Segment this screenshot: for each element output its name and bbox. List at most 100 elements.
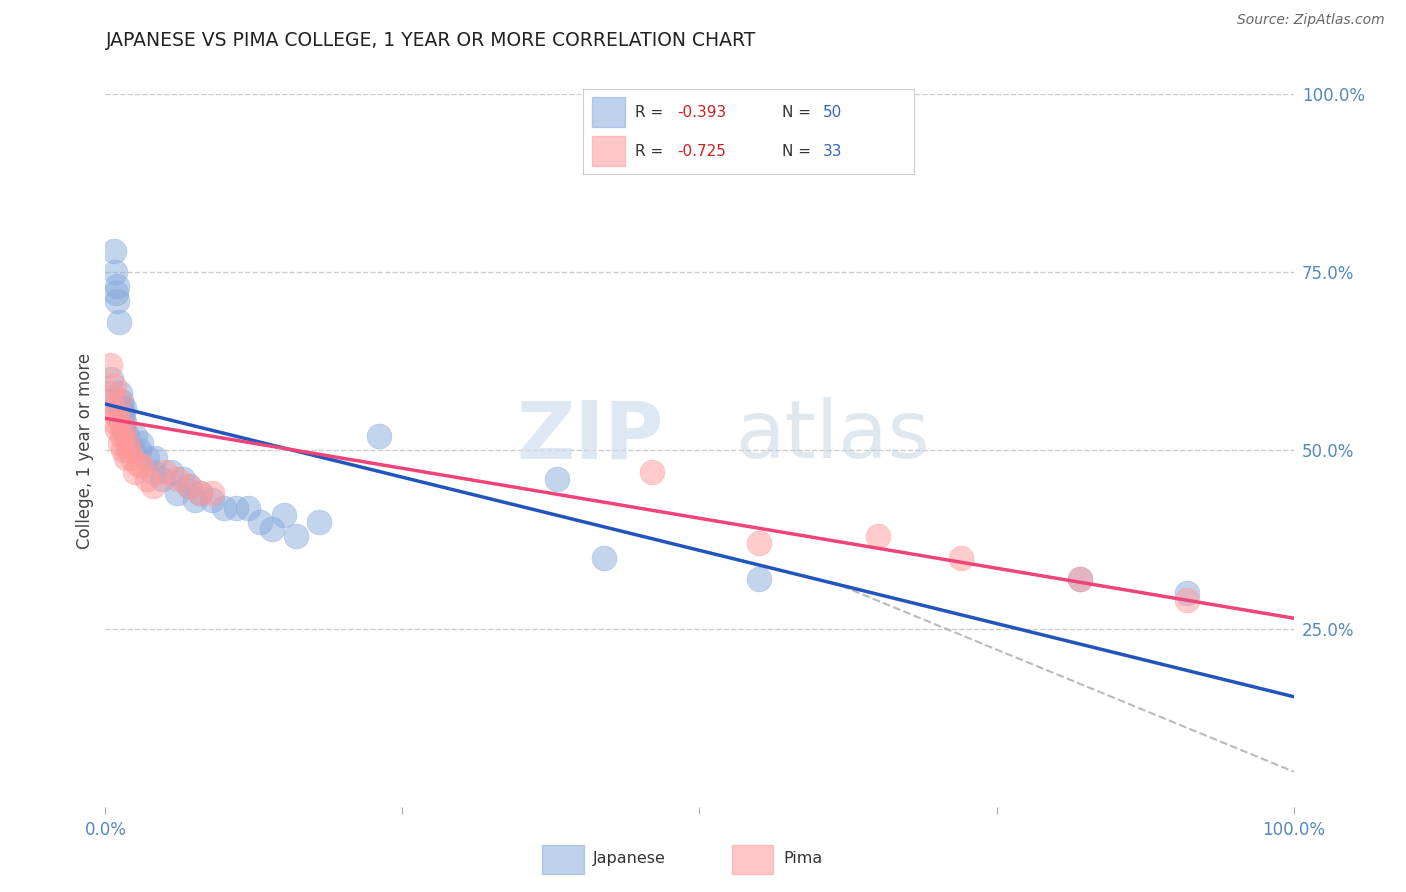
Text: R =: R = — [634, 104, 668, 120]
Point — [166, 472, 188, 486]
Text: -0.393: -0.393 — [678, 104, 727, 120]
Text: atlas: atlas — [735, 397, 929, 475]
Point — [108, 401, 131, 415]
Point — [121, 443, 143, 458]
Point — [273, 508, 295, 522]
Point — [190, 486, 212, 500]
Point — [1175, 593, 1198, 607]
Point — [105, 408, 128, 422]
Point — [114, 422, 136, 436]
Point — [142, 465, 165, 479]
Point — [177, 479, 200, 493]
Point — [118, 443, 141, 458]
Point — [641, 465, 664, 479]
Point — [108, 386, 131, 401]
Point — [112, 443, 135, 458]
Point — [100, 386, 122, 401]
Point — [128, 443, 150, 458]
Text: Source: ZipAtlas.com: Source: ZipAtlas.com — [1237, 13, 1385, 28]
Point — [249, 515, 271, 529]
Point — [115, 429, 138, 443]
Point — [1069, 572, 1091, 586]
Point — [107, 315, 129, 329]
Point — [183, 493, 205, 508]
Point — [177, 479, 200, 493]
Bar — [592, 97, 624, 128]
Point — [172, 472, 194, 486]
Bar — [731, 845, 773, 874]
Point — [367, 429, 389, 443]
Point — [1175, 586, 1198, 600]
Point — [866, 529, 889, 543]
Point — [105, 286, 128, 301]
Bar — [592, 136, 624, 166]
Point — [111, 401, 134, 415]
Point — [129, 458, 152, 472]
Point — [153, 465, 176, 479]
Point — [103, 244, 125, 258]
Point — [748, 536, 770, 550]
Point — [112, 422, 135, 436]
Bar — [541, 845, 583, 874]
Point — [129, 436, 152, 450]
Point — [308, 515, 330, 529]
Point — [201, 493, 224, 508]
Point — [104, 415, 127, 429]
Point — [201, 486, 224, 500]
Text: N =: N = — [782, 104, 815, 120]
Point — [949, 550, 972, 565]
Point — [114, 450, 136, 465]
Point — [142, 479, 165, 493]
Point — [1069, 572, 1091, 586]
Point — [748, 572, 770, 586]
Point — [546, 472, 568, 486]
Text: 33: 33 — [823, 144, 842, 159]
Point — [111, 415, 134, 429]
Y-axis label: College, 1 year or more: College, 1 year or more — [76, 352, 94, 549]
Point — [214, 500, 236, 515]
Point — [108, 436, 131, 450]
Point — [136, 450, 159, 465]
Text: JAPANESE VS PIMA COLLEGE, 1 YEAR OR MORE CORRELATION CHART: JAPANESE VS PIMA COLLEGE, 1 YEAR OR MORE… — [105, 31, 756, 50]
Point — [225, 500, 247, 515]
Point — [112, 408, 135, 422]
Point — [103, 379, 125, 393]
Point — [190, 486, 212, 500]
Point — [98, 358, 121, 372]
Point — [114, 415, 136, 429]
Point — [105, 279, 128, 293]
Point — [118, 443, 141, 458]
Point — [143, 450, 166, 465]
Point — [101, 401, 124, 415]
Text: -0.725: -0.725 — [678, 144, 727, 159]
Point — [104, 265, 127, 279]
Point — [128, 458, 150, 472]
Point — [159, 465, 181, 479]
Point — [260, 522, 283, 536]
Text: Pima: Pima — [783, 851, 823, 866]
Point — [110, 415, 132, 429]
Point — [114, 401, 136, 415]
Text: N =: N = — [782, 144, 815, 159]
Point — [114, 429, 136, 443]
Point — [110, 393, 132, 408]
Point — [100, 372, 122, 386]
Point — [115, 436, 138, 450]
Point — [136, 472, 159, 486]
Point — [166, 486, 188, 500]
Point — [593, 550, 616, 565]
Point — [236, 500, 259, 515]
Point — [152, 472, 174, 486]
Point — [110, 408, 132, 422]
Point — [105, 422, 128, 436]
Point — [121, 450, 143, 465]
Point — [124, 465, 146, 479]
Point — [284, 529, 307, 543]
Point — [105, 293, 128, 308]
Point — [107, 393, 129, 408]
Point — [98, 393, 121, 408]
Text: 50: 50 — [823, 104, 842, 120]
Point — [111, 429, 134, 443]
Text: Japanese: Japanese — [593, 851, 666, 866]
Text: R =: R = — [634, 144, 668, 159]
